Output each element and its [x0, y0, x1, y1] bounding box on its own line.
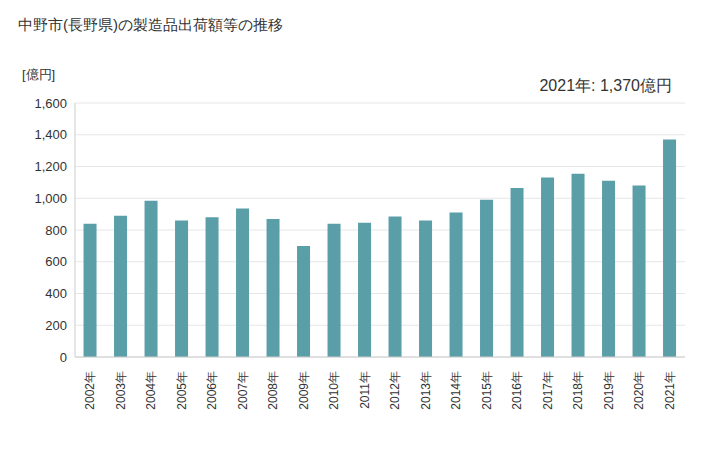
svg-text:2008年: 2008年 — [266, 371, 280, 410]
svg-text:400: 400 — [45, 286, 67, 301]
html-text:2021年: 1,370億円: 2021年: 1,370億円 — [539, 77, 672, 94]
svg-text:2018年: 2018年 — [571, 371, 585, 410]
svg-text:2005年: 2005年 — [175, 371, 189, 410]
svg-text:2007年: 2007年 — [236, 371, 250, 410]
svg-text:2013年: 2013年 — [419, 371, 433, 410]
svg-text:2002年: 2002年 — [83, 371, 97, 410]
svg-text:2016年: 2016年 — [510, 371, 524, 410]
svg-text:2021年: 2021年 — [663, 371, 677, 410]
svg-text:1,600: 1,600 — [34, 96, 67, 111]
svg-text:2003年: 2003年 — [114, 371, 128, 410]
svg-text:2010年: 2010年 — [327, 371, 341, 410]
svg-text:2015年: 2015年 — [480, 371, 494, 410]
svg-text:2006年: 2006年 — [205, 371, 219, 410]
svg-text:200: 200 — [45, 318, 67, 333]
svg-text:1,200: 1,200 — [34, 159, 67, 174]
svg-text:1,000: 1,000 — [34, 191, 67, 206]
svg-text:2020年: 2020年 — [632, 371, 646, 410]
html-text:[億円]: [億円] — [22, 67, 56, 82]
svg-text:2004年: 2004年 — [144, 371, 158, 410]
svg-text:2014年: 2014年 — [449, 371, 463, 410]
svg-text:600: 600 — [45, 254, 67, 269]
svg-text:2017年: 2017年 — [541, 371, 555, 410]
svg-text:2019年: 2019年 — [602, 371, 616, 410]
svg-text:2011年: 2011年 — [358, 371, 372, 409]
svg-text:2009年: 2009年 — [297, 371, 311, 410]
svg-text:1,400: 1,400 — [34, 127, 67, 142]
svg-text:2012年: 2012年 — [388, 371, 402, 410]
svg-text:0: 0 — [60, 350, 67, 365]
svg-text:800: 800 — [45, 223, 67, 238]
html-text:中野市(長野県)の製造品出荷額等の推移: 中野市(長野県)の製造品出荷額等の推移 — [18, 16, 283, 33]
